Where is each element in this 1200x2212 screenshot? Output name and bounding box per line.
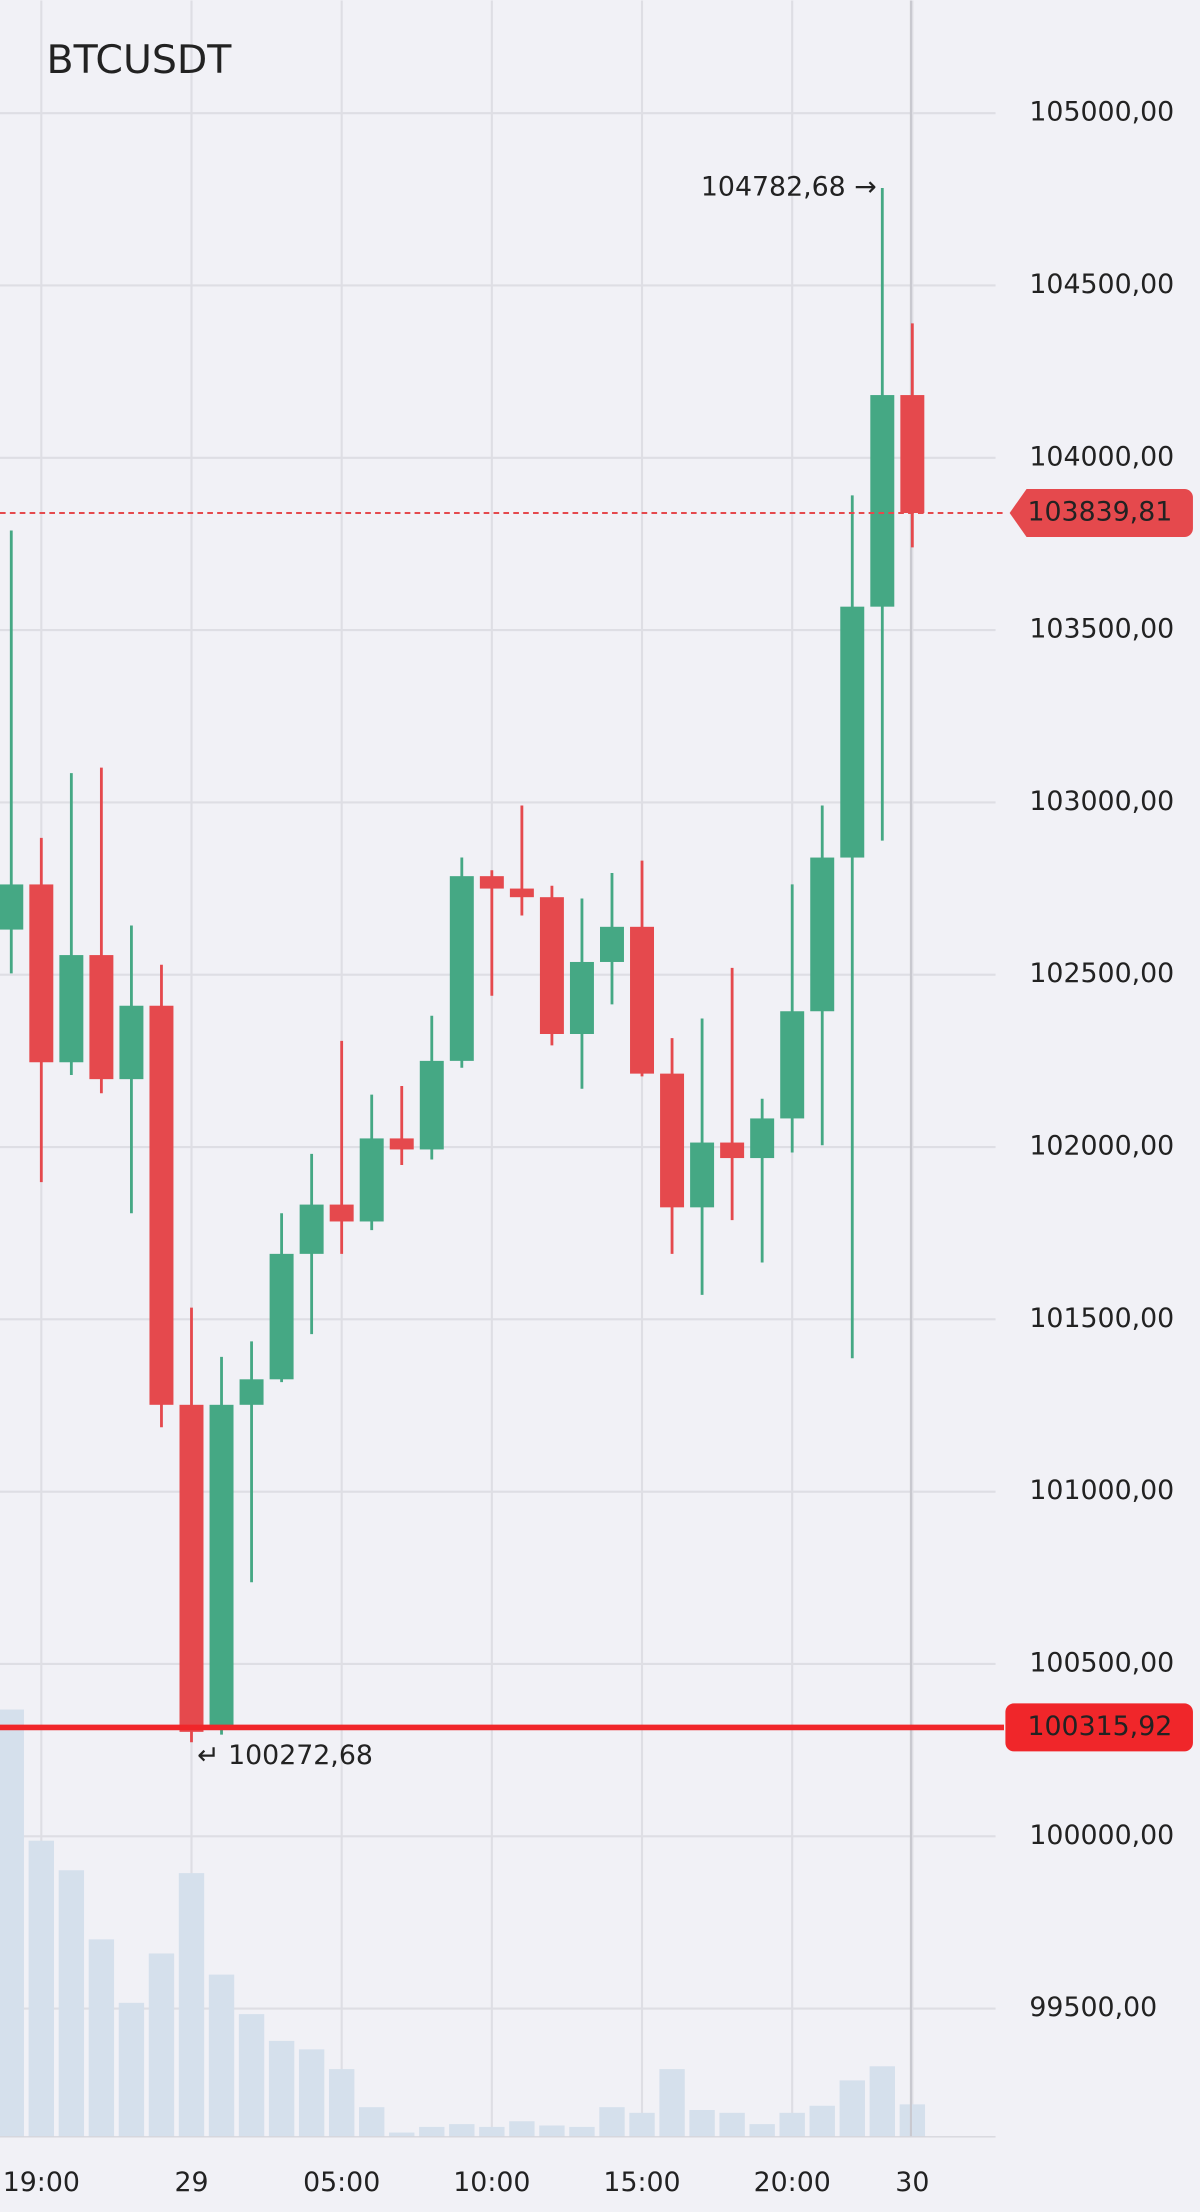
- candle-body: [840, 606, 865, 858]
- extreme-label: 104782,68 →: [701, 172, 877, 203]
- volume-bar: [58, 1870, 85, 2137]
- candle-body: [419, 1060, 444, 1150]
- candle-body: [329, 1204, 354, 1222]
- candle-body: [29, 884, 54, 1063]
- y-tick-label: 101000,00: [1029, 1475, 1174, 1506]
- volume-bar: [178, 1873, 205, 2137]
- candle-body: [600, 926, 624, 962]
- y-tick-label: 102000,00: [1029, 1131, 1174, 1162]
- volume-bar: [389, 2132, 415, 2137]
- volume-bar: [238, 2014, 265, 2137]
- volume-bar: [419, 2126, 445, 2137]
- x-tick-label: 19:00: [3, 2167, 80, 2198]
- volume-bar: [809, 2105, 835, 2137]
- y-tick-label: 103000,00: [1029, 786, 1174, 817]
- volume-bar: [449, 2124, 475, 2137]
- volume-bar: [208, 1974, 235, 2137]
- price-label: 103839,81: [1027, 496, 1172, 527]
- volume-bar: [629, 2112, 655, 2137]
- y-tick-label: 104000,00: [1029, 441, 1174, 472]
- candle-body: [750, 1118, 775, 1159]
- candle-body: [179, 1404, 204, 1732]
- candle-body: [209, 1404, 234, 1730]
- volume-bar: [899, 2104, 926, 2137]
- volume-bar: [749, 2124, 775, 2137]
- volume-bar: [359, 2107, 385, 2137]
- candle-layer: [0, 188, 925, 1743]
- volume-layer: [0, 1709, 926, 2137]
- candle-body: [660, 1073, 685, 1208]
- x-tick-label: 10:00: [453, 2167, 530, 2198]
- chart-title: BTCUSDT: [47, 37, 233, 83]
- x-tick-label: 15:00: [603, 2167, 680, 2198]
- candle-body: [269, 1253, 294, 1380]
- volume-bar: [88, 1939, 115, 2137]
- volume-bar: [268, 2040, 295, 2137]
- y-tick-label: 104500,00: [1029, 269, 1174, 300]
- overlay-layer: 103839,81 100315,92 104782,68 → ↵ 100272,68: [0, 172, 1193, 1771]
- candle-body: [359, 1138, 384, 1222]
- volume-bar: [719, 2112, 745, 2137]
- volume-bar: [118, 2002, 145, 2137]
- candle-body: [59, 955, 84, 1063]
- candle-body: [539, 897, 564, 1034]
- volume-bar: [298, 2049, 325, 2137]
- candle-body: [900, 395, 925, 513]
- candle-body: [89, 955, 114, 1080]
- candle-body: [569, 961, 594, 1034]
- volume-bar: [28, 1840, 55, 2137]
- candle-body: [119, 1005, 144, 1080]
- y-tick-label: 102500,00: [1029, 958, 1174, 989]
- y-tick-label: 105000,00: [1029, 97, 1174, 128]
- volume-bar: [539, 2125, 565, 2137]
- price-label-box: [1009, 489, 1193, 537]
- candle-body: [299, 1204, 324, 1254]
- y-tick-label: 99500,00: [1029, 1992, 1157, 2023]
- candle-body: [870, 395, 895, 607]
- candle-body: [810, 857, 835, 1012]
- x-tick-label: 20:00: [754, 2167, 831, 2198]
- candle-body: [0, 884, 24, 930]
- volume-bar: [869, 2066, 895, 2137]
- candle-body: [389, 1138, 414, 1150]
- volume-bar: [328, 2069, 355, 2137]
- volume-bar: [148, 1953, 175, 2137]
- volume-bar: [689, 2109, 715, 2137]
- y-tick-label: 103500,00: [1029, 614, 1174, 645]
- volume-bar: [0, 1709, 24, 2137]
- x-tick-label: 29: [174, 2167, 208, 2198]
- candle-body: [630, 926, 655, 1074]
- x-tick-label: 05:00: [303, 2167, 380, 2198]
- y-tick-label: 100000,00: [1029, 1820, 1174, 1851]
- y-tick-label: 101500,00: [1029, 1303, 1174, 1334]
- candle-body: [720, 1142, 745, 1159]
- candle-body: [149, 1005, 174, 1405]
- x-tick-label: 30: [895, 2167, 929, 2198]
- volume-bar: [569, 2126, 595, 2137]
- extreme-label: ↵ 100272,68: [197, 1740, 373, 1771]
- candle-body: [239, 1379, 264, 1405]
- price-label-box: [1005, 1703, 1193, 1752]
- candle-body: [449, 876, 474, 1061]
- candle-body: [479, 876, 504, 889]
- volume-bar: [509, 2121, 535, 2137]
- volume-bar: [839, 2080, 865, 2137]
- candle-body: [509, 888, 534, 898]
- candle-body: [690, 1142, 715, 1208]
- price-label: 100315,92: [1027, 1711, 1172, 1742]
- volume-bar: [779, 2112, 805, 2137]
- volume-bar: [659, 2069, 685, 2137]
- candle-body: [780, 1011, 805, 1119]
- y-tick-label: 100500,00: [1029, 1647, 1174, 1678]
- volume-bar: [479, 2126, 505, 2137]
- volume-bar: [599, 2107, 625, 2137]
